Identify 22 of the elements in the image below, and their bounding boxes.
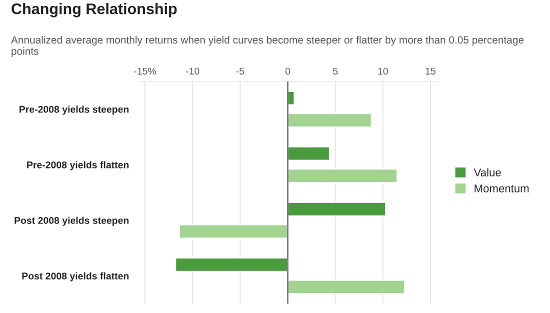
bar <box>287 202 386 217</box>
bar <box>287 146 330 162</box>
x-tick-label: -5 <box>236 68 244 75</box>
y-tick-label: Pre-2008 yields flatten <box>27 161 129 170</box>
bar <box>287 112 372 128</box>
chart-title: Changing Relationship <box>12 3 177 18</box>
y-tick-label: Post 2008 yields flatten <box>22 272 129 282</box>
bar <box>174 257 288 272</box>
legend-label: Momentum <box>474 184 529 192</box>
x-tick-label: 15 <box>426 68 436 75</box>
bar <box>287 279 406 295</box>
bar <box>287 168 398 184</box>
x-tick-label: 5 <box>333 68 338 75</box>
legend-label: Value <box>474 168 501 176</box>
bar <box>178 224 288 239</box>
x-tick-label: 0 <box>285 68 290 75</box>
y-tick-label: Pre-2008 yields steepen <box>20 106 129 115</box>
y-tick-label: Post 2008 yields steepen <box>14 216 129 226</box>
x-tick-label: -10 <box>186 68 200 75</box>
chart-subtitle: Annualized average monthly returns when yield curves become steeper or flatter by more than 0.05 percentage points <box>11 36 524 57</box>
x-tick-label: -15% <box>134 68 156 75</box>
x-tick-label: 10 <box>378 68 388 75</box>
